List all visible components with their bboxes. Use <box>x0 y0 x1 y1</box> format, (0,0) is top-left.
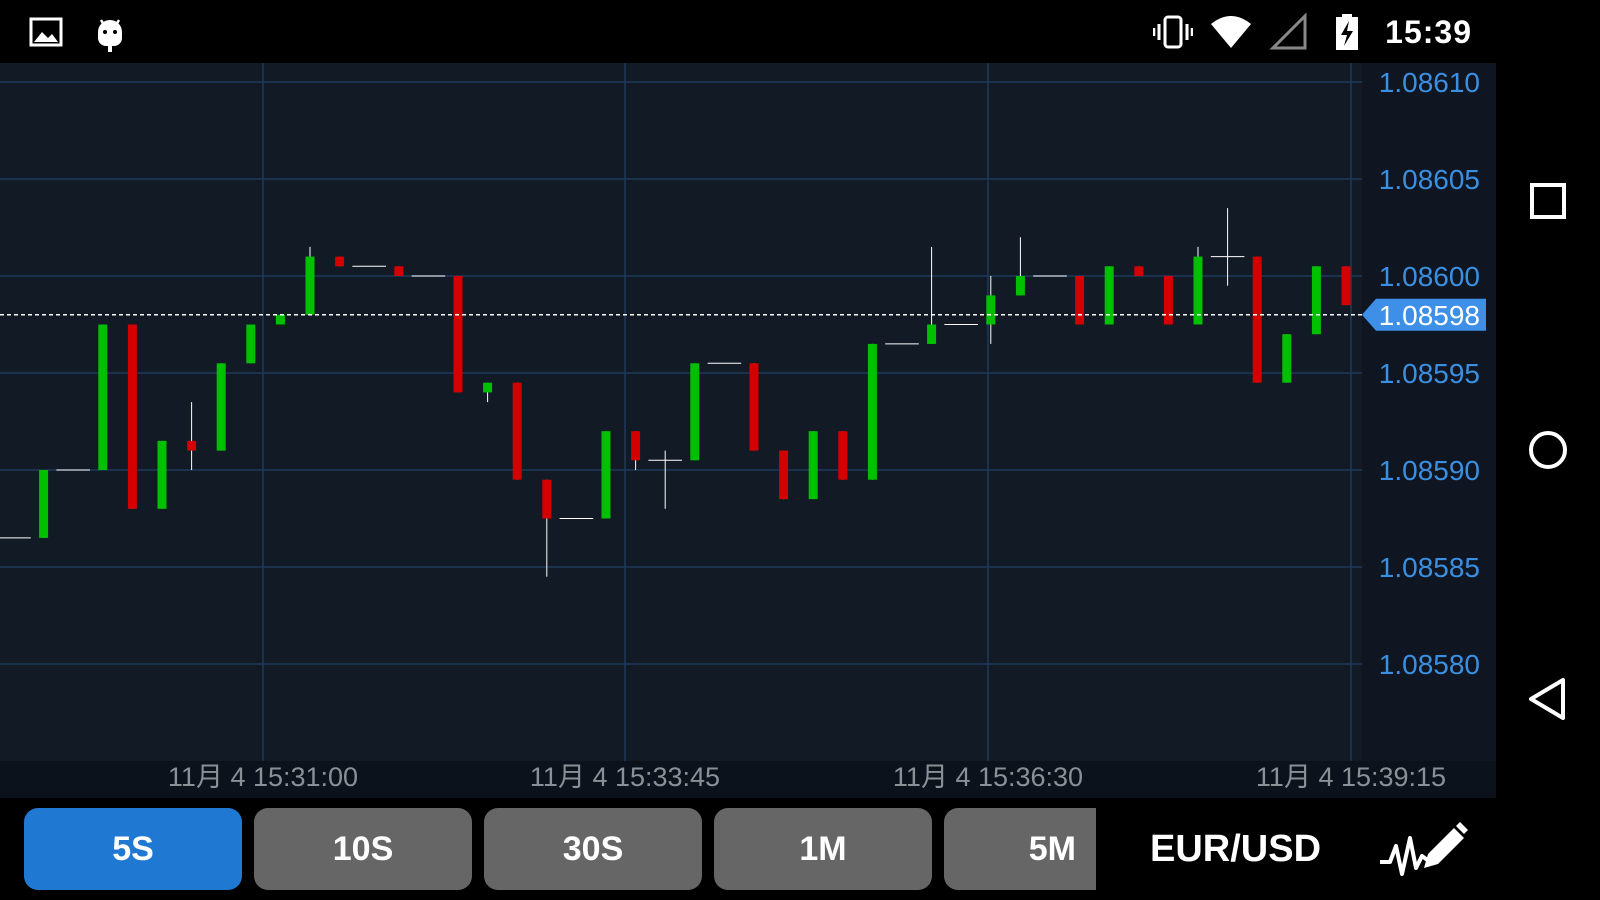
candle-body <box>779 450 789 500</box>
candle-body <box>39 470 49 538</box>
vibrate-icon <box>1153 15 1194 49</box>
android-nav-bar <box>1496 0 1600 900</box>
wifi-icon <box>1211 16 1252 48</box>
chart-pencil-icon[interactable] <box>1378 816 1468 886</box>
bottom-toolbar: 5S 10S 30S 1M 5M EUR/USD <box>0 798 1496 900</box>
candle-body <box>927 324 937 344</box>
x-tick-label: 11月 4 15:33:45 <box>530 762 720 792</box>
candle-body <box>453 276 463 393</box>
candle-body <box>986 295 996 325</box>
y-tick-label: 1.08585 <box>1379 552 1480 583</box>
currency-pair-label[interactable]: EUR/USD <box>1150 828 1322 870</box>
x-tick-label: 11月 4 15:31:00 <box>168 762 358 792</box>
timeframe-1m-button[interactable]: 1M <box>714 808 932 890</box>
candle-body <box>1193 256 1203 325</box>
candlestick-chart[interactable]: 1.08610 1.08605 1.08600 1.08595 1.08590 1.085… <box>0 63 1496 828</box>
x-tick-label: 11月 4 15:36:30 <box>893 762 1083 792</box>
candle-body <box>867 343 877 480</box>
y-tick-label: 1.08600 <box>1379 261 1480 292</box>
cell-signal-icon <box>1269 12 1307 50</box>
image-icon <box>29 17 63 47</box>
candle-body <box>335 256 345 267</box>
candle-body <box>1282 334 1292 383</box>
y-tick-label: 1.08605 <box>1379 164 1480 195</box>
timeframe-5m-button[interactable]: 5M <box>944 808 1096 890</box>
candle-body <box>1341 266 1351 306</box>
home-icon[interactable] <box>1523 425 1573 475</box>
candle-body <box>1075 276 1085 325</box>
candle-body <box>838 431 848 480</box>
candle-body <box>1311 266 1321 335</box>
candle-body <box>216 363 226 451</box>
candle-body <box>631 431 641 461</box>
x-tick-label: 11月 4 15:39:15 <box>1256 762 1446 792</box>
y-tick-label: 1.08580 <box>1379 649 1480 680</box>
candle-body <box>749 363 759 451</box>
candle-body <box>157 440 167 509</box>
current-price-tag <box>1362 298 1486 331</box>
y-axis-panel <box>1362 63 1496 761</box>
candle-body <box>1015 276 1025 296</box>
recent-apps-icon[interactable] <box>1523 176 1573 226</box>
candle-body <box>127 324 137 509</box>
android-icon <box>98 19 122 52</box>
candle-body <box>1134 266 1144 276</box>
candle-body <box>1163 276 1173 325</box>
candle-body <box>483 382 493 393</box>
battery-charging-icon <box>1336 14 1359 50</box>
candle-body <box>690 363 700 461</box>
current-price-label: 1.08598 <box>1379 300 1480 331</box>
status-clock: 15:39 <box>1385 13 1472 50</box>
candle-body <box>1252 256 1262 383</box>
candle-body <box>305 256 315 315</box>
candle-body <box>1104 266 1114 325</box>
timeframe-5s-button[interactable]: 5S <box>24 808 242 890</box>
candle-body <box>512 382 522 480</box>
status-bar: 15:39 <box>0 0 1496 63</box>
price-chart[interactable]: 1.08610 1.08605 1.08600 1.08595 1.08590 1.085… <box>0 63 1496 828</box>
candle-body <box>246 324 256 364</box>
candle-body <box>808 431 818 500</box>
candle-body <box>275 314 285 325</box>
candle-body <box>394 266 404 276</box>
back-icon[interactable] <box>1523 674 1573 724</box>
y-tick-label: 1.08610 <box>1379 67 1480 98</box>
timeframe-10s-button[interactable]: 10S <box>254 808 472 890</box>
timeframe-30s-button[interactable]: 30S <box>484 808 702 890</box>
candle-body <box>601 431 611 519</box>
candle-body <box>187 440 197 451</box>
candle-body <box>542 479 552 519</box>
candle-body <box>98 324 108 470</box>
y-tick-label: 1.08595 <box>1379 358 1480 389</box>
y-tick-label: 1.08590 <box>1379 455 1480 486</box>
